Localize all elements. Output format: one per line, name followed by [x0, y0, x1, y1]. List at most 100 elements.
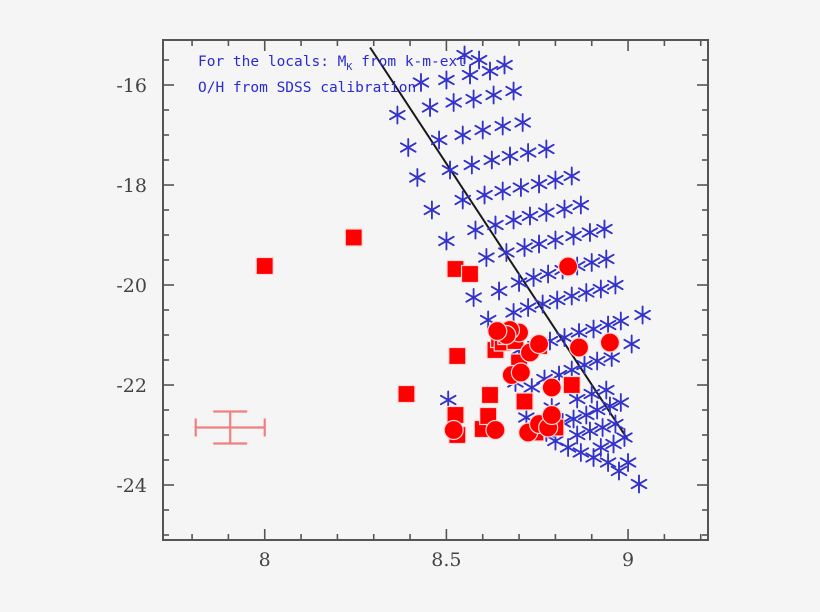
data-point-asterisk	[592, 279, 610, 299]
data-point-asterisk	[568, 425, 586, 445]
y-tick-label: -16	[116, 75, 147, 97]
data-point-asterisk	[610, 461, 628, 481]
data-point-square	[562, 375, 581, 395]
data-point-asterisk	[454, 125, 471, 145]
data-point-square	[397, 384, 416, 404]
data-point-asterisk	[498, 243, 515, 262]
y-tick-label: -22	[116, 375, 147, 397]
data-point-square	[255, 256, 274, 276]
data-point-asterisk	[494, 116, 511, 136]
data-point-asterisk	[583, 253, 600, 272]
data-point-asterisk	[592, 438, 610, 457]
data-point-asterisk	[547, 230, 564, 250]
data-point-asterisk	[440, 390, 457, 410]
plot-frame	[162, 39, 709, 541]
data-point-asterisk	[594, 418, 611, 437]
data-point-asterisk	[487, 215, 504, 235]
data-point-asterisk	[570, 323, 588, 342]
data-point-asterisk	[565, 226, 582, 246]
data-point-asterisk	[581, 421, 599, 441]
data-point-asterisk	[490, 281, 508, 301]
data-point-asterisk	[441, 160, 459, 180]
data-point-asterisk	[470, 50, 488, 70]
data-point-asterisk	[576, 355, 593, 375]
data-point-circle	[443, 419, 464, 441]
data-point-asterisk	[438, 70, 455, 90]
data-point-asterisk	[581, 223, 599, 242]
data-point-asterisk	[485, 85, 502, 105]
data-point-asterisk	[588, 351, 606, 371]
x-axis-tick-labels: 8 8.5 9	[259, 549, 634, 571]
data-point-circle	[485, 419, 506, 441]
data-point-asterisk	[514, 113, 531, 132]
data-point-asterisk	[465, 89, 482, 109]
annotation-line-1-pre: For the locals: M	[198, 54, 347, 70]
data-point-asterisk	[476, 185, 493, 205]
data-point-asterisk	[421, 98, 439, 117]
data-point-asterisk	[538, 203, 555, 222]
data-point-circle	[510, 362, 531, 383]
data-point-asterisk	[505, 81, 522, 101]
data-point-asterisk	[463, 155, 481, 175]
data-point-circle	[541, 377, 562, 398]
data-point-asterisk	[423, 200, 441, 220]
data-point-asterisk	[523, 378, 540, 397]
data-point-asterisk	[607, 414, 624, 434]
data-point-circle	[528, 333, 550, 355]
data-point-asterisk	[547, 170, 564, 190]
data-point-asterisk	[456, 45, 473, 65]
data-point-asterisk	[612, 393, 630, 412]
data-point-square	[480, 385, 500, 405]
data-point-asterisk	[556, 328, 573, 347]
data-point-asterisk	[512, 178, 530, 197]
data-point-asterisk	[494, 181, 511, 201]
data-point-asterisk	[598, 380, 615, 400]
data-point-asterisk	[634, 305, 651, 325]
annotation-line-1-post: from k-m-ext,	[352, 54, 474, 70]
data-point-asterisk	[588, 400, 606, 420]
data-point-asterisk	[583, 384, 600, 404]
data-point-asterisk	[454, 190, 471, 210]
data-point-asterisk	[530, 234, 548, 254]
data-point-asterisk	[516, 238, 533, 257]
error-bar-cross	[194, 410, 266, 445]
data-point-asterisk	[619, 453, 637, 472]
data-point-asterisk	[599, 453, 617, 472]
data-point-asterisk	[607, 275, 624, 295]
data-point-asterisk	[430, 130, 448, 150]
data-point-asterisk	[400, 138, 417, 157]
data-point-asterisk	[623, 334, 640, 354]
data-point-asterisk	[534, 294, 551, 314]
data-point-asterisk	[616, 428, 633, 447]
data-point-asterisk	[474, 120, 491, 140]
data-point-asterisk	[389, 105, 406, 125]
y-axis-tick-labels: -24 -22 -20 -18 -16	[116, 75, 147, 497]
data-point-asterisk	[599, 315, 617, 335]
data-point-asterisk	[565, 409, 582, 429]
data-point-circle	[568, 337, 590, 358]
data-point-asterisk	[538, 139, 555, 159]
data-point-asterisk	[563, 166, 580, 186]
data-point-asterisk	[572, 195, 590, 215]
data-point-square	[460, 264, 480, 284]
data-point-asterisk	[412, 73, 430, 92]
data-point-asterisk	[630, 474, 648, 494]
data-point-asterisk	[578, 283, 595, 302]
annotation-line-2: O/H from SDSS calibration	[198, 80, 416, 96]
data-point-asterisk	[572, 443, 590, 462]
local-circle-data-points	[443, 256, 621, 443]
data-point-circle	[487, 320, 508, 342]
data-point-asterisk	[501, 146, 519, 166]
data-point-asterisk	[461, 65, 479, 85]
data-point-asterisk	[578, 405, 595, 425]
sdss-data-points	[389, 45, 651, 494]
data-point-asterisk	[478, 248, 495, 267]
data-point-square	[515, 392, 534, 411]
data-point-asterisk	[563, 286, 580, 306]
data-point-asterisk	[445, 93, 462, 112]
data-point-circle	[541, 404, 562, 426]
data-point-asterisk	[483, 150, 501, 170]
